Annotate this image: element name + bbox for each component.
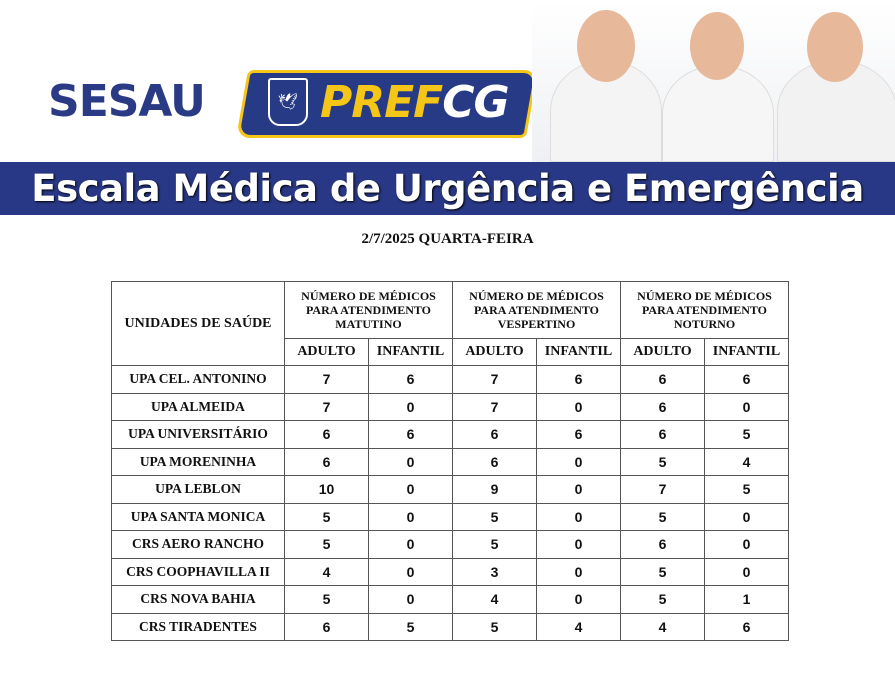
title-banner: Escala Médica de Urgência e Emergência — [0, 162, 895, 215]
unit-name: CRS AERO RANCHO — [111, 530, 285, 559]
schedule-table: UNIDADES DE SAÚDE NÚMERO DE MÉDICOS PARA… — [111, 281, 789, 641]
table-row: CRS COOPHAVILLA II 4 0 3 0 5 0 — [111, 557, 789, 586]
city-crest-icon: 🕊 — [268, 78, 308, 126]
doctor-count: 6 — [284, 612, 369, 641]
doctor-count: 5 — [704, 420, 789, 449]
doctor-count: 7 — [452, 392, 537, 421]
table-row: UPA SANTA MONICA 5 0 5 0 5 0 — [111, 502, 789, 531]
table-row: UPA CEL. ANTONINO 7 6 7 6 6 6 — [111, 365, 789, 394]
doctor-count: 3 — [452, 557, 537, 586]
shift-header-afternoon: NÚMERO DE MÉDICOS PARA ATENDIMENTO VESPE… — [452, 281, 621, 339]
sub-header-infantil: INFANTIL — [536, 338, 621, 366]
shift-header-morning: NÚMERO DE MÉDICOS PARA ATENDIMENTO MATUT… — [284, 281, 453, 339]
doctor-count: 5 — [704, 475, 789, 504]
prefcg-logo: 🕊 PREFCG — [268, 76, 510, 128]
table-row: CRS AERO RANCHO 5 0 5 0 6 0 — [111, 530, 789, 559]
doctor-count: 5 — [620, 502, 705, 531]
table-row: UPA LEBLON 10 0 9 0 7 5 — [111, 475, 789, 504]
doctors-photo — [532, 0, 895, 162]
table-row: UPA MORENINHA 6 0 6 0 5 4 — [111, 447, 789, 476]
doctor-count: 6 — [368, 420, 453, 449]
unit-name: CRS NOVA BAHIA — [111, 585, 285, 614]
doctor-count: 4 — [536, 612, 621, 641]
sub-header-adulto: ADULTO — [620, 338, 705, 366]
doctor-count: 0 — [368, 502, 453, 531]
sub-header-infantil: INFANTIL — [368, 338, 453, 366]
doctor-count: 0 — [704, 530, 789, 559]
doctor-count: 0 — [368, 585, 453, 614]
doctor-count: 5 — [284, 502, 369, 531]
doctor-count: 5 — [620, 557, 705, 586]
table-row: CRS TIRADENTES 6 5 5 4 4 6 — [111, 612, 789, 641]
doctor-count: 6 — [536, 420, 621, 449]
sub-header-infantil: INFANTIL — [704, 338, 789, 366]
doctor-count: 0 — [704, 392, 789, 421]
doctor-count: 1 — [704, 585, 789, 614]
doctor-count: 7 — [452, 365, 537, 394]
doctor-count: 4 — [620, 612, 705, 641]
doctor-count: 6 — [536, 365, 621, 394]
doctor-count: 6 — [620, 365, 705, 394]
table-row: UPA UNIVERSITÁRIO 6 6 6 6 6 5 — [111, 420, 789, 449]
doctor-count: 4 — [284, 557, 369, 586]
doctor-count: 5 — [368, 612, 453, 641]
doctor-count: 0 — [704, 502, 789, 531]
table-row: UPA ALMEIDA 7 0 7 0 6 0 — [111, 392, 789, 421]
doctor-count: 5 — [620, 585, 705, 614]
table-row: CRS NOVA BAHIA 5 0 4 0 5 1 — [111, 585, 789, 614]
doctor-count: 5 — [284, 585, 369, 614]
doctor-count: 6 — [704, 612, 789, 641]
unit-name: UPA SANTA MONICA — [111, 502, 285, 531]
doctor-count: 4 — [452, 585, 537, 614]
unit-name: UPA UNIVERSITÁRIO — [111, 420, 285, 449]
unit-name: UPA LEBLON — [111, 475, 285, 504]
doctor-count: 7 — [620, 475, 705, 504]
doctor-count: 6 — [452, 420, 537, 449]
doctor-count: 0 — [368, 392, 453, 421]
doctor-count: 7 — [284, 365, 369, 394]
doctor-count: 0 — [368, 475, 453, 504]
doctor-count: 6 — [368, 365, 453, 394]
sub-header-adulto: ADULTO — [284, 338, 369, 366]
doctor-count: 5 — [452, 612, 537, 641]
doctor-count: 0 — [368, 557, 453, 586]
doctor-count: 0 — [536, 475, 621, 504]
doctor-count: 0 — [368, 530, 453, 559]
doctor-count: 0 — [536, 530, 621, 559]
unit-name: CRS TIRADENTES — [111, 612, 285, 641]
shift-header-night: NÚMERO DE MÉDICOS PARA ATENDIMENTO NOTUR… — [620, 281, 789, 339]
unit-name: UPA CEL. ANTONINO — [111, 365, 285, 394]
unit-name: CRS COOPHAVILLA II — [111, 557, 285, 586]
doctor-count: 6 — [620, 392, 705, 421]
page-title: Escala Médica de Urgência e Emergência — [31, 167, 864, 210]
sesau-logo: SESAU — [48, 76, 206, 127]
doctor-count: 0 — [704, 557, 789, 586]
unit-name: UPA ALMEIDA — [111, 392, 285, 421]
doctor-count: 9 — [452, 475, 537, 504]
doctor-count: 6 — [620, 420, 705, 449]
doctor-count: 0 — [536, 392, 621, 421]
doctor-count: 6 — [284, 447, 369, 476]
schedule-date: 2/7/2025 QUARTA-FEIRA — [361, 231, 534, 247]
doctor-count: 5 — [620, 447, 705, 476]
doctor-count: 6 — [704, 365, 789, 394]
unit-name: UPA MORENINHA — [111, 447, 285, 476]
doctor-count: 6 — [452, 447, 537, 476]
doctor-count: 5 — [452, 530, 537, 559]
doctor-count: 10 — [284, 475, 369, 504]
doctor-count: 6 — [620, 530, 705, 559]
doctor-count: 5 — [452, 502, 537, 531]
doctor-count: 0 — [536, 502, 621, 531]
doctor-count: 0 — [536, 557, 621, 586]
unit-header: UNIDADES DE SAÚDE — [111, 281, 285, 366]
doctor-count: 0 — [368, 447, 453, 476]
doctor-count: 4 — [704, 447, 789, 476]
sub-header-adulto: ADULTO — [452, 338, 537, 366]
doctor-count: 0 — [536, 585, 621, 614]
logo-pref: PREFCG — [320, 76, 510, 128]
doctor-count: 5 — [284, 530, 369, 559]
doctor-count: 7 — [284, 392, 369, 421]
doctor-count: 6 — [284, 420, 369, 449]
doctor-count: 0 — [536, 447, 621, 476]
